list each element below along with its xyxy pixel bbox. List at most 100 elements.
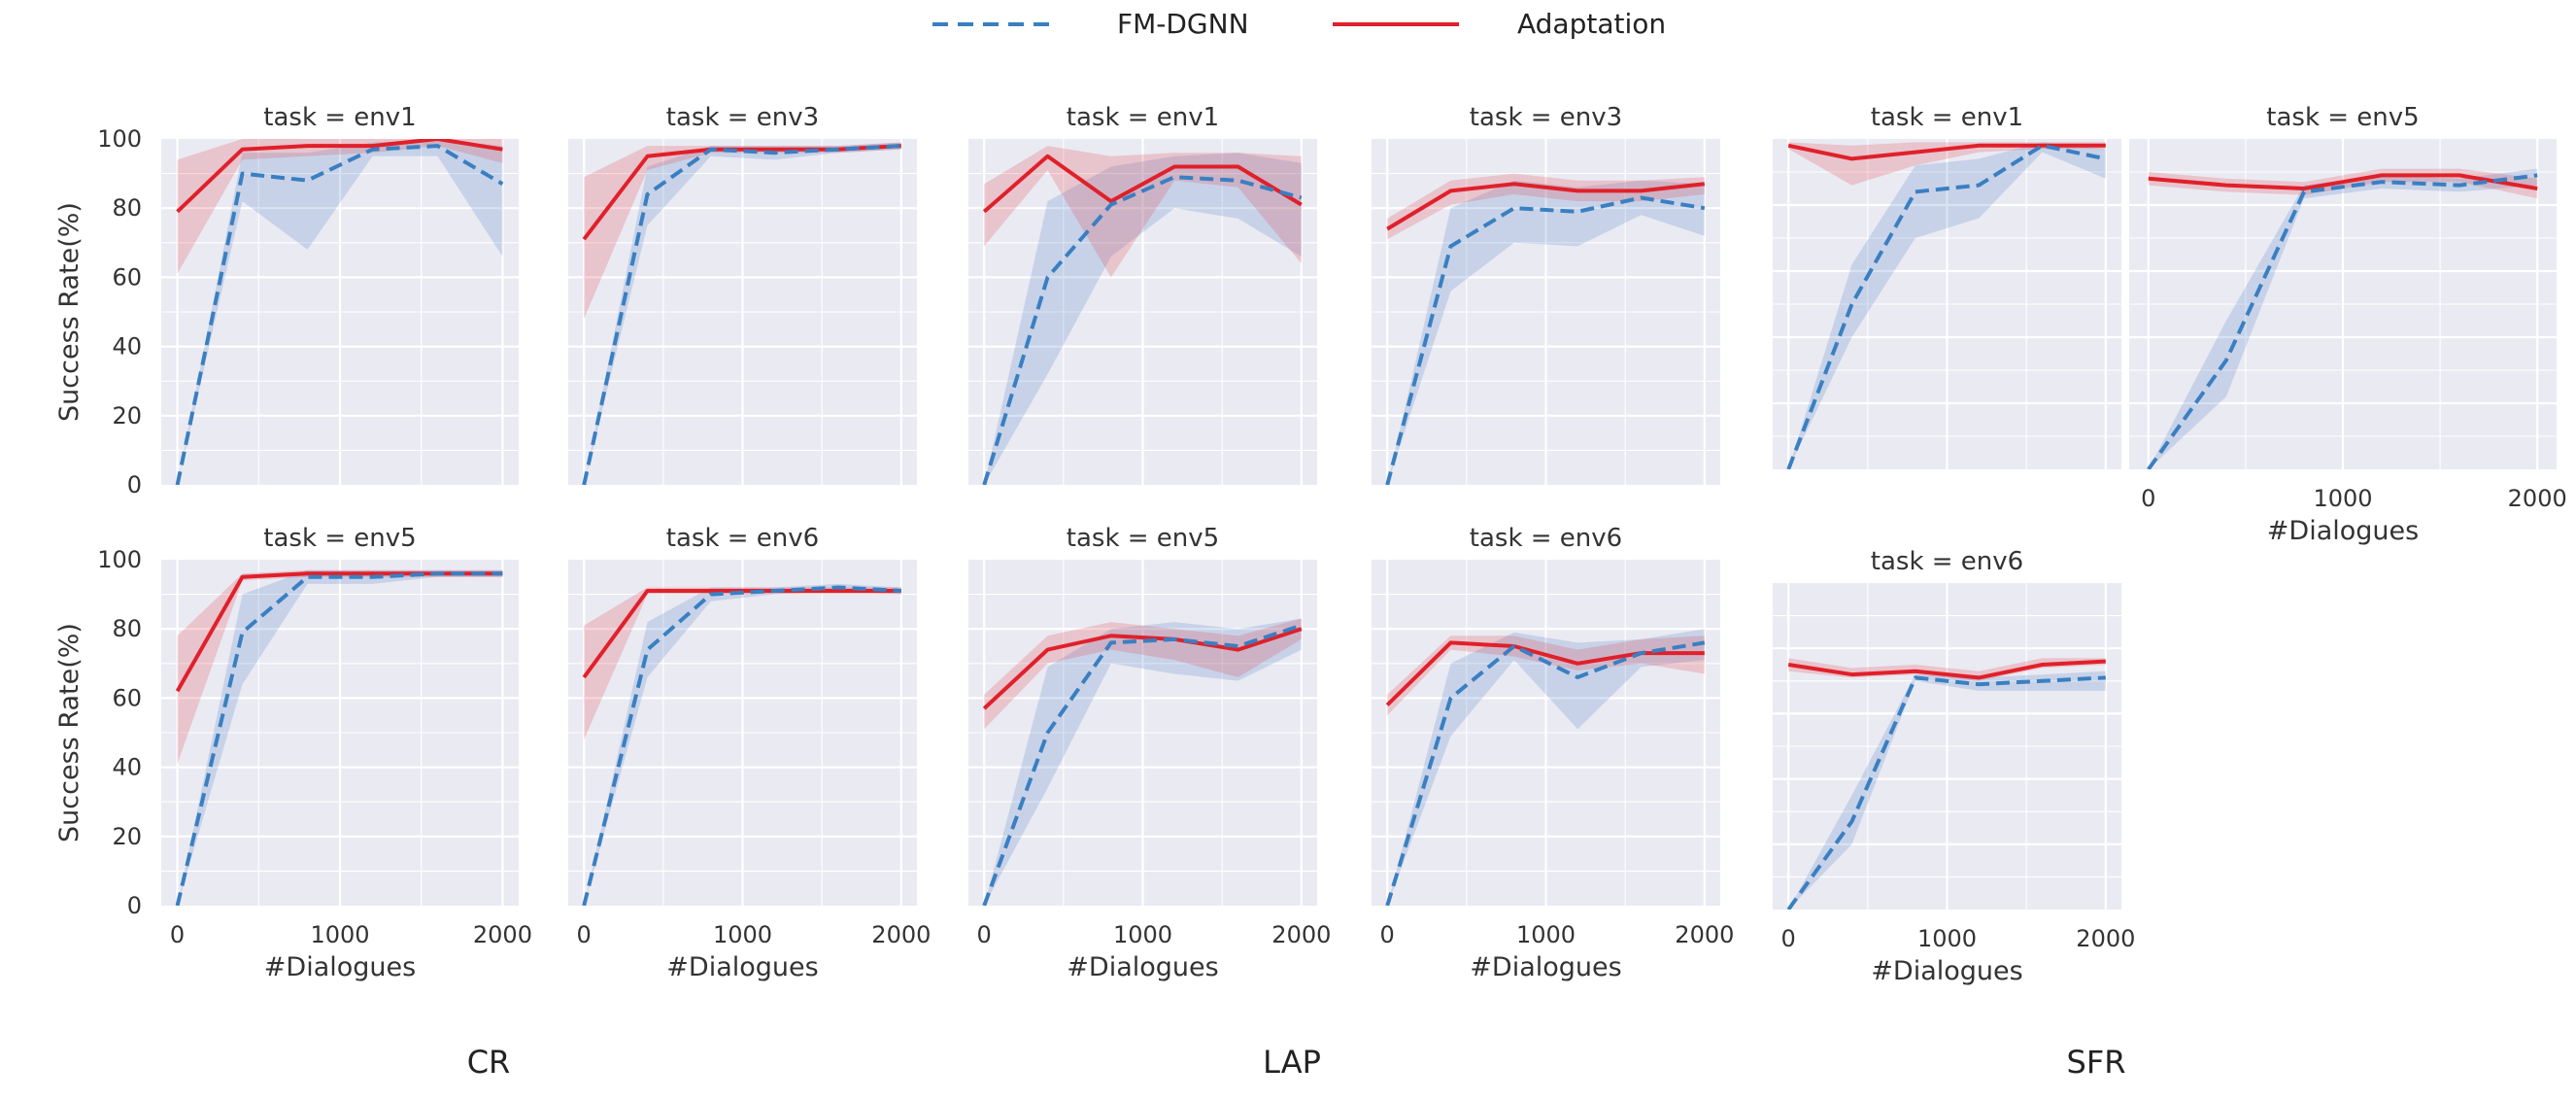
x-tick-label: 0 <box>577 921 592 948</box>
panel-4: task = env3 <box>1372 103 1720 485</box>
line-adaptation <box>1386 182 1706 231</box>
legend-item-adaptation: Adaptation <box>1333 8 1666 40</box>
series-layer <box>582 142 901 485</box>
legend-label: Adaptation <box>1517 8 1666 40</box>
band-adaptation <box>1788 142 2106 186</box>
panel-title: task = env1 <box>1871 103 2023 132</box>
band-fm-dgnn <box>984 618 1302 906</box>
line-fm-dgnn <box>582 144 901 485</box>
panel-title: task = env5 <box>1067 524 1219 553</box>
x-tick-label: 1000 <box>713 921 772 948</box>
y-tick-label: 100 <box>97 546 142 573</box>
y-tick-label: 20 <box>112 823 142 850</box>
y-tick-label: 40 <box>112 754 142 781</box>
line-adaptation <box>1787 143 2106 161</box>
panel-2: task = env3 <box>568 103 917 485</box>
x-axis-label: #Dialogues <box>1871 956 2022 986</box>
panel-title: task = env3 <box>666 103 819 132</box>
y-tick-label: 40 <box>112 333 142 361</box>
x-tick-label: 2000 <box>2076 925 2135 952</box>
panel-5: task = env1 <box>1773 103 2121 469</box>
x-axis-label: #Dialogues <box>666 952 818 982</box>
x-tick-label: 1000 <box>1113 921 1172 948</box>
line-adaptation <box>175 571 503 693</box>
line-fm-dgnn <box>2147 173 2538 469</box>
x-tick-label: 1000 <box>1917 925 1977 952</box>
panel-title: task = env6 <box>1871 547 2023 576</box>
line-fm-dgnn <box>1786 143 2107 469</box>
group-label-lap: LAP <box>1263 1044 1321 1081</box>
panel-3: task = env1 <box>968 103 1317 485</box>
band-fm-dgnn <box>1387 629 1705 906</box>
line-fm-dgnn <box>982 175 1303 485</box>
line-adaptation <box>2148 173 2538 190</box>
series-layer <box>1786 142 2107 469</box>
series-layer <box>982 618 1303 906</box>
series-layer <box>1786 658 2106 910</box>
y-tick-label: 100 <box>97 125 142 153</box>
x-tick-label: 2000 <box>1675 921 1734 948</box>
line-fm-dgnn <box>1385 195 1706 485</box>
line-fm-dgnn <box>982 623 1303 906</box>
band-fm-dgnn <box>984 153 1302 485</box>
series-layer <box>1385 173 1706 485</box>
line-adaptation <box>1385 640 1705 706</box>
line-fm-dgnn <box>582 585 901 906</box>
panel-title: task = env6 <box>666 524 819 553</box>
x-tick-label: 2000 <box>2508 485 2567 512</box>
x-tick-label: 0 <box>977 921 992 948</box>
y-tick-label: 60 <box>112 263 142 291</box>
band-fm-dgnn <box>177 139 503 485</box>
band-fm-dgnn <box>177 569 503 906</box>
panel-9: task = env5 0 1000 2000 #Dialogues <box>968 524 1331 982</box>
line-fm-dgnn <box>1786 675 2106 910</box>
legend-label: FM-DGNN <box>1117 8 1249 40</box>
line-fm-dgnn <box>1385 640 1706 906</box>
x-tick-label: 1000 <box>1516 921 1576 948</box>
series-layer <box>982 146 1303 485</box>
panel-11: task = env6 0 1000 2000 #Dialogues <box>1773 547 2135 986</box>
y-tick-label: 80 <box>112 615 142 642</box>
line-adaptation <box>982 627 1303 710</box>
panel-title: task = env6 <box>1470 524 1622 553</box>
x-axis-label: #Dialogues <box>2267 516 2419 546</box>
x-tick-label: 0 <box>170 921 185 948</box>
panel-title: task = env1 <box>263 103 416 132</box>
legend-item-fm-dgnn: FM-DGNN <box>932 8 1249 40</box>
x-tick-label: 2000 <box>473 921 532 948</box>
line-adaptation <box>176 139 503 214</box>
legend: FM-DGNN Adaptation <box>932 8 1666 40</box>
group-label-cr: CR <box>467 1044 511 1081</box>
y-tick-label: 20 <box>112 402 142 430</box>
panel-8: task = env6 0 1000 2000 #Dialogues <box>568 524 931 982</box>
line-adaptation <box>982 154 1303 214</box>
group-labels: CR LAP SFR <box>467 1044 2126 1081</box>
panel-6: task = env5 0 1000 2000 #Dialogues <box>2129 103 2567 546</box>
panel-title: task = env3 <box>1470 103 1622 132</box>
series-layer <box>2147 168 2538 469</box>
series-layer <box>582 583 901 906</box>
x-tick-label: 0 <box>1781 925 1796 952</box>
x-tick-label: 1000 <box>2313 485 2372 512</box>
band-adaptation <box>177 139 503 274</box>
x-tick-label: 0 <box>1380 921 1395 948</box>
y-tick-label: 60 <box>112 684 142 711</box>
panel-title: task = env5 <box>263 524 416 553</box>
panel-1: task = env1 0 20 40 60 80 100 Success Rate(%) <box>54 103 519 498</box>
x-axis-label: #Dialogues <box>1067 952 1218 982</box>
y-axis-label: Success Rate(%) <box>54 623 85 842</box>
y-axis-label: Success Rate(%) <box>54 202 85 422</box>
x-tick-label: 2000 <box>1271 921 1331 948</box>
y-tick-label: 80 <box>112 194 142 222</box>
x-axis-label: #Dialogues <box>1470 952 1621 982</box>
line-adaptation <box>1787 659 2106 680</box>
line-fm-dgnn <box>175 144 504 485</box>
series-layer <box>1385 629 1706 906</box>
panel-10: task = env6 0 1000 2000 #Dialogues <box>1372 524 1734 982</box>
series-layer <box>175 569 503 906</box>
group-label-sfr: SFR <box>2067 1044 2126 1081</box>
band-fm-dgnn <box>1387 180 1705 485</box>
y-tick-label: 0 <box>127 892 142 919</box>
